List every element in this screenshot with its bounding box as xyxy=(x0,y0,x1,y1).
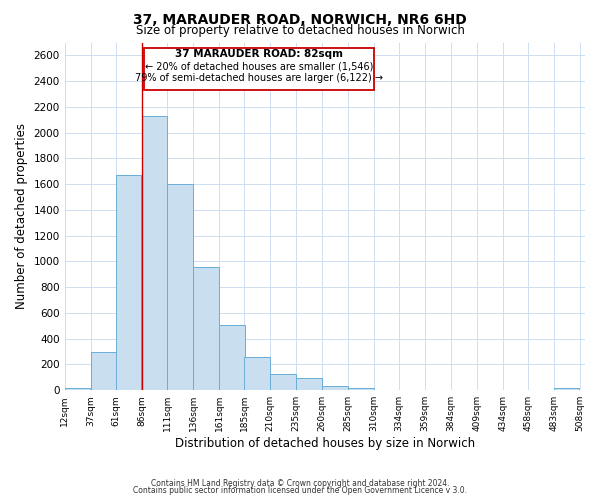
Bar xyxy=(296,378,322,390)
Bar xyxy=(244,358,270,390)
Bar xyxy=(554,388,580,390)
Y-axis label: Number of detached properties: Number of detached properties xyxy=(15,124,28,310)
Bar xyxy=(142,116,167,390)
Text: Contains public sector information licensed under the Open Government Licence v : Contains public sector information licen… xyxy=(133,486,467,495)
X-axis label: Distribution of detached houses by size in Norwich: Distribution of detached houses by size … xyxy=(175,437,475,450)
Bar xyxy=(193,266,219,390)
Bar xyxy=(91,352,116,390)
FancyBboxPatch shape xyxy=(143,48,374,90)
Text: 37 MARAUDER ROAD: 82sqm: 37 MARAUDER ROAD: 82sqm xyxy=(175,49,343,59)
Text: 79% of semi-detached houses are larger (6,122) →: 79% of semi-detached houses are larger (… xyxy=(135,74,383,84)
Text: 37, MARAUDER ROAD, NORWICH, NR6 6HD: 37, MARAUDER ROAD, NORWICH, NR6 6HD xyxy=(133,12,467,26)
Text: Contains HM Land Registry data © Crown copyright and database right 2024.: Contains HM Land Registry data © Crown c… xyxy=(151,478,449,488)
Bar xyxy=(65,388,91,390)
Text: Size of property relative to detached houses in Norwich: Size of property relative to detached ho… xyxy=(136,24,464,37)
Bar xyxy=(220,325,245,390)
Bar xyxy=(348,388,374,390)
Bar xyxy=(167,184,193,390)
Bar xyxy=(116,175,141,390)
Bar xyxy=(322,386,348,390)
Bar xyxy=(271,374,296,390)
Text: ← 20% of detached houses are smaller (1,546): ← 20% of detached houses are smaller (1,… xyxy=(145,62,373,72)
